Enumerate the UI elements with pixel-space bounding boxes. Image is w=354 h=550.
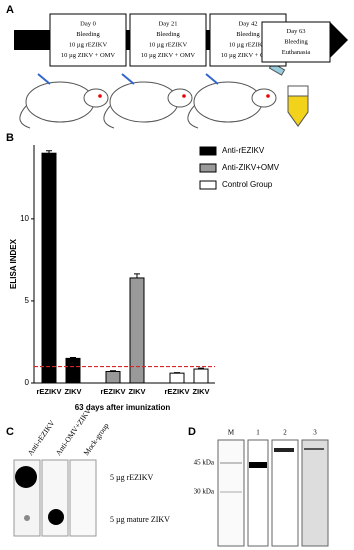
legend-label: Anti-ZIKV+OMV [222,163,280,172]
panel-label: D [188,426,196,438]
x-tick-label: rEZIKV [100,387,125,396]
step-text: 10 µg rEZIKV [69,42,108,49]
error-bar [198,367,204,370]
blot-dot [48,509,64,525]
y-tick-label: 0 [25,378,30,387]
blot-lane [247,439,269,547]
row-label: 5 µg rEZIKV [110,473,153,482]
mouse [187,73,277,129]
panel-label: A [6,4,14,16]
marker-label: 30 kDa [194,488,215,496]
x-tick-label: ZIKV [64,387,81,396]
step-text: Day 63 [287,28,306,35]
y-tick-label: 5 [25,296,30,305]
y-axis-label: ELISA INDEX [9,238,18,289]
y-tick-label: 10 [20,214,29,223]
blot-dot [15,466,37,488]
step-text: 10 µg ZIKV + OMV [61,52,116,59]
step-text: Day 0 [80,21,96,28]
legend-swatch [199,180,217,190]
step-text: Bleeding [236,31,260,38]
step-text: 10 µg ZIKV + OMV [221,52,276,59]
error-bar [134,273,140,278]
x-tick-label: rEZIKV [164,387,189,396]
step-text: Day 42 [239,21,258,28]
blot-lane [301,439,329,547]
bar [129,277,145,384]
bar [105,371,121,384]
mice [19,73,277,129]
column-label: Mock-group [82,421,111,457]
row-label: 5 µg mature ZIKV [110,515,170,524]
marker-label: 45 kDa [194,459,215,467]
blot-lane [217,439,245,547]
blot-lane [271,439,299,547]
error-bar [70,357,76,359]
lane-label: 3 [313,429,317,437]
mouse [103,73,193,129]
step-text: Bleeding [76,31,100,38]
bar [169,372,185,384]
x-tick-label: rEZIKV [36,387,61,396]
band [274,448,294,452]
x-tick-label: ZIKV [192,387,209,396]
panel-label: C [6,426,14,438]
step-text: Day 21 [159,21,178,28]
tube [268,62,309,127]
x-tick-label: ZIKV [128,387,145,396]
error-bar [46,150,52,154]
step-text: 10 µg ZIKV + OMV [141,52,196,59]
band [304,448,324,450]
legend-swatch [199,163,217,173]
step-box [261,21,331,63]
step-text: Bleeding [156,31,180,38]
column-label: Anti-rEZIKV [26,418,57,457]
step-box [129,13,207,67]
step-text: Bleeding [284,38,308,45]
legend-label: Control Group [222,180,273,189]
panel-label: B [6,132,14,144]
legend-swatch [199,146,217,156]
step-text: 10 µg rEZIKV [229,42,268,49]
band [249,462,267,468]
mouse [19,73,109,129]
legend-label: Anti-rEZIKV [222,146,265,155]
step-text: Euthanasia [282,49,311,56]
lane-label: 1 [256,429,260,437]
blot-dot [24,515,30,521]
step-box [49,13,127,67]
lane-label: 2 [283,429,287,437]
x-axis-label: 63 days after imunization [75,403,171,412]
blot-strip [69,459,97,537]
error-bar [110,370,116,372]
bar [193,368,209,384]
bar [41,152,57,384]
step-text: 10 µg rEZIKV [149,42,188,49]
lane-label: M [228,429,235,437]
bar [65,357,81,384]
